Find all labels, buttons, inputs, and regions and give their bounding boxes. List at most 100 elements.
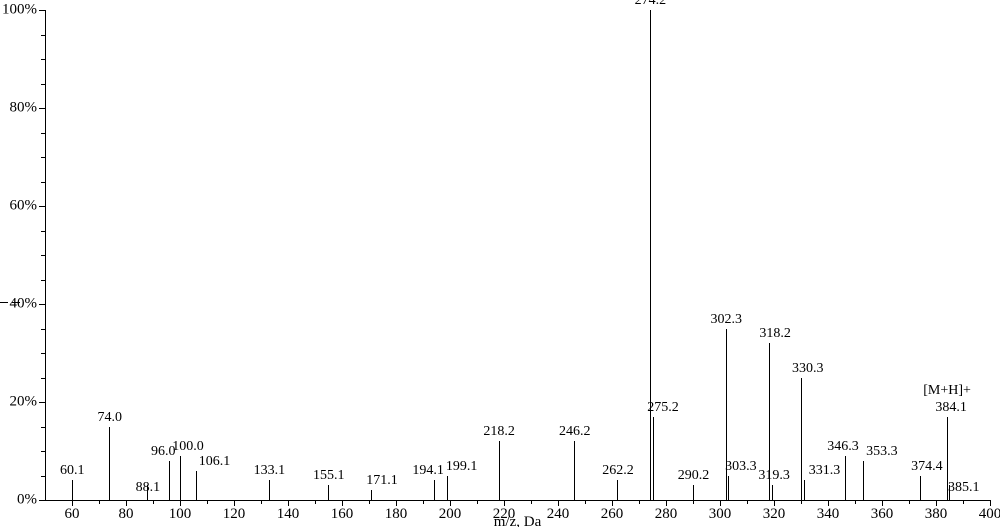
peak-label: 290.2 — [678, 468, 710, 484]
peak-bar — [196, 471, 197, 500]
y-minor-tick — [41, 59, 45, 60]
y-tick-label: 20% — [0, 394, 37, 411]
x-minor-tick — [693, 500, 694, 504]
peak-bar — [109, 427, 110, 501]
peak-label: 346.3 — [827, 439, 859, 455]
peak-label: 318.2 — [759, 326, 791, 342]
x-minor-tick — [855, 500, 856, 504]
y-tick-label: 80% — [0, 100, 37, 117]
y-minor-tick — [41, 378, 45, 379]
peak-label: 331.3 — [809, 463, 841, 479]
x-minor-tick — [639, 500, 640, 504]
y-minor-tick — [41, 427, 45, 428]
x-tick-label: 320 — [763, 506, 786, 523]
peak-bar — [863, 461, 864, 500]
peak-bar — [801, 378, 802, 501]
y-tick-mark — [39, 206, 45, 207]
y-minor-tick — [41, 157, 45, 158]
peak-label: 171.1 — [366, 473, 398, 489]
x-minor-tick — [477, 500, 478, 504]
peak-bar — [650, 10, 651, 500]
peak-bar — [920, 476, 921, 501]
peak-label: 60.1 — [60, 463, 85, 479]
peak-label: 275.2 — [647, 400, 679, 416]
peak-bar — [728, 476, 729, 501]
x-minor-tick — [747, 500, 748, 504]
x-minor-tick — [99, 500, 100, 504]
x-tick-label: 180 — [385, 506, 408, 523]
peak-label: 274.2 — [635, 0, 667, 9]
y-minor-tick — [41, 280, 45, 281]
y-axis-line — [45, 10, 46, 500]
peak-label: 330.3 — [792, 361, 824, 377]
x-tick-label: 360 — [871, 506, 894, 523]
peak-label: 74.0 — [98, 410, 123, 426]
y-minor-tick — [41, 182, 45, 183]
x-tick-label: 120 — [223, 506, 246, 523]
peak-bar — [328, 485, 329, 500]
axis-break-dash — [12, 302, 20, 303]
peak-label: 199.1 — [446, 459, 478, 475]
peak-label: 303.3 — [725, 459, 757, 475]
peak-bar — [845, 456, 846, 500]
x-tick-label: 340 — [817, 506, 840, 523]
y-minor-tick — [41, 84, 45, 85]
y-minor-tick — [41, 329, 45, 330]
peak-label: 218.2 — [483, 424, 515, 440]
x-minor-tick — [261, 500, 262, 504]
peak-label: 133.1 — [254, 463, 286, 479]
peak-bar — [269, 480, 270, 500]
peak-label: 88.1 — [136, 480, 161, 496]
x-tick-label: 300 — [709, 506, 732, 523]
x-minor-tick — [531, 500, 532, 504]
y-minor-tick — [41, 353, 45, 354]
peak-label: 374.4 — [911, 459, 943, 475]
peak-label: 194.1 — [412, 463, 444, 479]
x-tick-label: 380 — [925, 506, 948, 523]
x-minor-tick — [585, 500, 586, 504]
x-tick-label: 140 — [277, 506, 300, 523]
peak-label: 155.1 — [313, 468, 345, 484]
peak-label: 100.0 — [172, 439, 204, 455]
y-tick-label: 0% — [0, 492, 37, 509]
x-tick-label: 280 — [655, 506, 678, 523]
peak-label: 384.1 — [935, 400, 967, 416]
y-minor-tick — [41, 255, 45, 256]
y-minor-tick — [41, 35, 45, 36]
y-minor-tick — [41, 231, 45, 232]
molecular-ion-annotation: [M+H]+ — [923, 383, 971, 399]
x-tick-label: 200 — [439, 506, 462, 523]
peak-bar — [447, 476, 448, 501]
y-tick-mark — [39, 10, 45, 11]
y-tick-mark — [39, 402, 45, 403]
peak-label: 246.2 — [559, 424, 591, 440]
peak-label: 302.3 — [710, 312, 742, 328]
peak-bar — [434, 480, 435, 500]
peak-label: 353.3 — [866, 444, 898, 460]
peak-bar — [574, 441, 575, 500]
peak-bar — [180, 456, 181, 500]
x-tick-label: 100 — [169, 506, 192, 523]
peak-label: 319.3 — [758, 468, 790, 484]
x-minor-tick — [909, 500, 910, 504]
x-tick-label: 400 — [979, 506, 1000, 523]
peak-bar — [772, 485, 773, 500]
x-minor-tick — [207, 500, 208, 504]
x-minor-tick — [315, 500, 316, 504]
y-minor-tick — [41, 476, 45, 477]
x-tick-label: 60 — [65, 506, 80, 523]
peak-bar — [72, 480, 73, 500]
x-minor-tick — [153, 500, 154, 504]
peak-label: 262.2 — [602, 463, 634, 479]
peak-bar — [653, 417, 654, 500]
peak-bar — [169, 461, 170, 500]
x-tick-label: 160 — [331, 506, 354, 523]
peak-label: 385.1 — [948, 480, 980, 496]
x-tick-label: 240 — [547, 506, 570, 523]
x-axis-line — [45, 500, 990, 501]
y-minor-tick — [41, 451, 45, 452]
x-axis-title: m/z, Da — [494, 514, 541, 527]
x-tick-label: 80 — [119, 506, 134, 523]
peak-bar — [617, 480, 618, 500]
x-minor-tick — [423, 500, 424, 504]
